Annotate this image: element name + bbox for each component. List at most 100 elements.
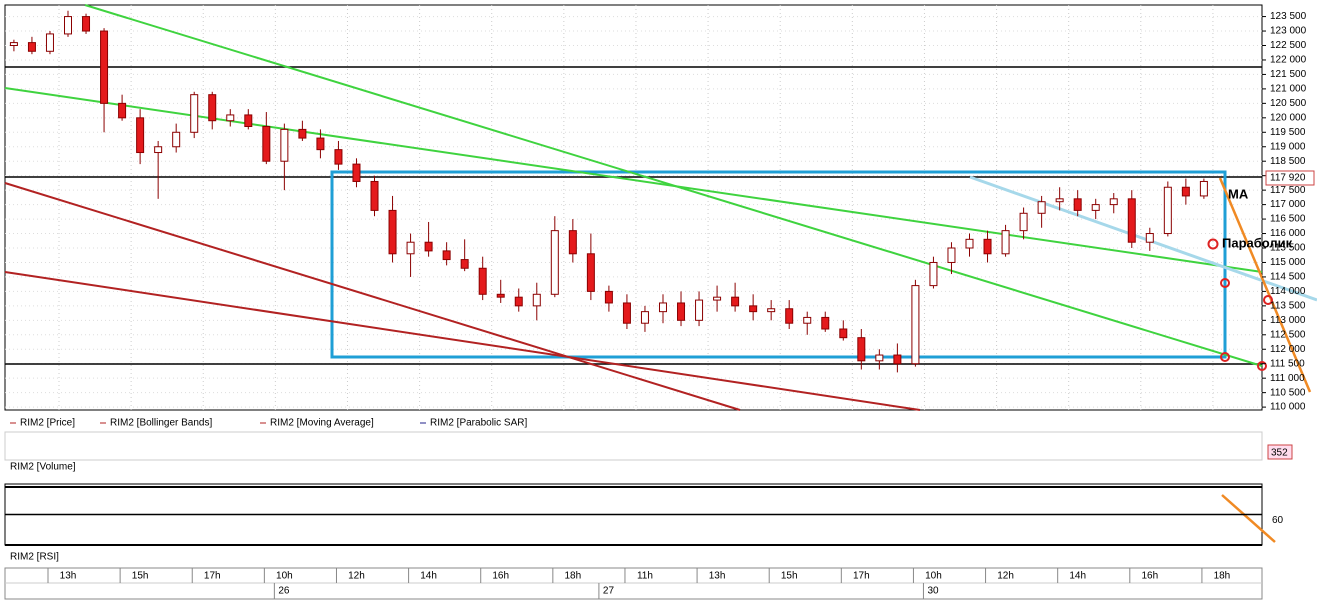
annotation: MA xyxy=(1228,186,1249,201)
legend-label: RIM2 [Bollinger Bands] xyxy=(110,418,212,429)
candle-body xyxy=(424,241,433,252)
candle-body xyxy=(1127,198,1136,243)
y-tick-label: 111 000 xyxy=(1270,373,1305,384)
candle-body xyxy=(604,290,613,304)
markers xyxy=(1207,238,1273,371)
day-label: 30 xyxy=(927,586,939,597)
candle-body xyxy=(803,316,812,324)
candle-body xyxy=(460,259,469,269)
candle-body xyxy=(298,128,307,139)
day-label: 26 xyxy=(278,586,290,597)
x-tick-label: 13h xyxy=(60,571,77,582)
candle-body xyxy=(172,131,181,148)
x-tick-label: 14h xyxy=(420,571,437,582)
y-tick-label: 113 000 xyxy=(1270,315,1306,326)
y-tick-label: 120 000 xyxy=(1270,112,1307,123)
x-tick-label: 15h xyxy=(781,571,798,582)
candle-body xyxy=(370,180,379,211)
candle-body xyxy=(1055,198,1064,203)
marker xyxy=(1207,238,1219,250)
y-tick-label: 110 500 xyxy=(1270,387,1306,398)
forecast-line xyxy=(1218,177,1312,393)
forecast-line xyxy=(1221,494,1276,543)
rsi-tick-label: 60 xyxy=(1272,515,1284,526)
y-tick-label: 115 500 xyxy=(1270,243,1306,254)
candle-body xyxy=(118,102,127,119)
y-tick-label: 110 000 xyxy=(1270,402,1306,413)
y-tick-label: 114 500 xyxy=(1270,272,1306,283)
y-tick-label: 114 000 xyxy=(1270,286,1306,297)
candle-body xyxy=(911,285,920,365)
candle-body xyxy=(586,253,595,292)
candle-body xyxy=(1001,230,1010,255)
x-tick-label: 14h xyxy=(1069,571,1086,582)
y-tick-label: 120 500 xyxy=(1270,98,1307,109)
candle-body xyxy=(731,296,740,307)
candle-body xyxy=(1073,198,1082,211)
legend-label: RIM2 [Moving Average] xyxy=(270,418,374,429)
y-tick-label: 119 500 xyxy=(1270,127,1306,138)
trend-line xyxy=(4,182,741,411)
day-label: 27 xyxy=(603,586,615,597)
y-tick-label: 118 500 xyxy=(1270,156,1306,167)
x-tick-label: 18h xyxy=(564,571,581,582)
candle-body xyxy=(965,238,974,249)
y-tick-label: 123 000 xyxy=(1270,26,1307,37)
candle-body xyxy=(352,163,361,182)
x-tick-label: 16h xyxy=(492,571,509,582)
candle-body xyxy=(316,137,325,151)
y-tick-label: 112 000 xyxy=(1270,344,1306,355)
price-tag xyxy=(1265,170,1315,186)
x-tick-label: 18h xyxy=(1214,571,1231,582)
candle-body xyxy=(1199,180,1208,197)
y-tick-label: 112 500 xyxy=(1270,329,1306,340)
candle-body xyxy=(1163,186,1172,235)
x-tick-label: 17h xyxy=(853,571,870,582)
y-tick-label: 122 500 xyxy=(1270,40,1307,51)
candle-body xyxy=(334,149,343,165)
legend-label: RIM2 [Parabolic SAR] xyxy=(430,418,527,429)
candle-body xyxy=(839,328,848,339)
range-box xyxy=(330,170,1227,359)
candle-body xyxy=(244,114,253,128)
candle-body xyxy=(947,247,956,263)
candle-body xyxy=(1109,198,1118,206)
candle-body xyxy=(514,296,523,307)
y-tick-label: 122 000 xyxy=(1270,55,1307,66)
marker xyxy=(1220,278,1230,288)
volume-tag xyxy=(1267,444,1293,460)
candle-body xyxy=(1091,204,1100,211)
y-tick-label: 111 500 xyxy=(1270,358,1305,369)
y-tick-label: 116 000 xyxy=(1270,228,1306,239)
annotation: Параболик xyxy=(1222,235,1293,250)
candle-body xyxy=(893,354,902,365)
y-tick-label: 113 500 xyxy=(1270,300,1306,311)
candle-body xyxy=(190,94,199,133)
trend-line xyxy=(969,175,1317,302)
y-tick-label: 121 000 xyxy=(1270,84,1307,95)
legend: RIM2 [Price] RIM2 [Bollinger Bands] RIM2 [… xyxy=(10,418,527,429)
candle-body xyxy=(45,33,54,52)
candle-body xyxy=(64,16,72,35)
candle-body xyxy=(749,305,758,313)
x-tick-label: 15h xyxy=(132,571,149,582)
x-tick-label: 11h xyxy=(637,571,653,582)
volume-panel xyxy=(4,431,1263,461)
price-tag-label: 117 920 xyxy=(1270,173,1306,184)
x-tick-label: 13h xyxy=(709,571,726,582)
candle-body xyxy=(154,146,163,154)
candle-body xyxy=(478,267,487,295)
candle-body xyxy=(496,293,505,298)
candle-body xyxy=(695,299,704,321)
y-tick-label: 117 500 xyxy=(1270,185,1306,196)
candle-body xyxy=(713,296,722,301)
candle-body xyxy=(406,241,415,255)
y-tick-label: 115 000 xyxy=(1270,257,1306,268)
candle-body xyxy=(821,316,830,330)
candle-body xyxy=(983,238,992,255)
x-tick-label: 16h xyxy=(1141,571,1158,582)
candle-body xyxy=(9,42,18,47)
candle-body xyxy=(388,209,397,255)
